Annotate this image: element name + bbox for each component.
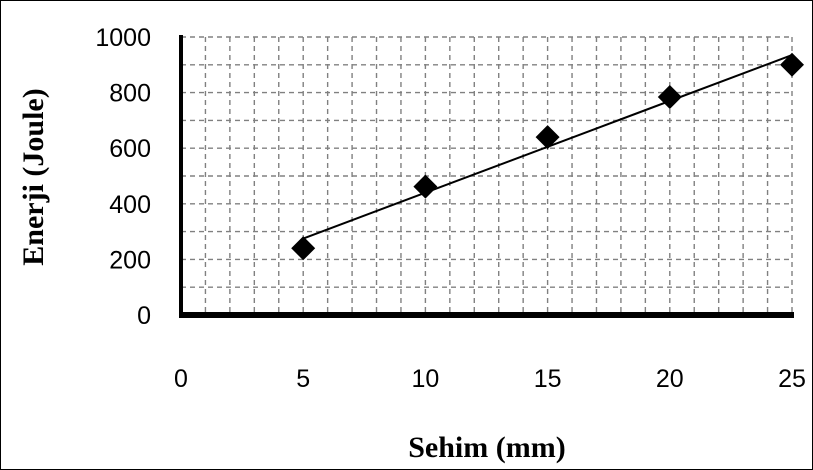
- y-tick-label: 0: [137, 302, 151, 330]
- data-point-marker: [535, 125, 560, 150]
- axes: [179, 35, 794, 318]
- x-tick-label: 25: [778, 365, 806, 393]
- y-tick-label: 800: [109, 80, 151, 108]
- y-tick-labels: 0 200 400 600 800 1000: [95, 24, 151, 330]
- x-axis-title: Sehim (mm): [408, 431, 565, 464]
- y-tick-label: 600: [109, 135, 151, 163]
- data-point-marker: [291, 236, 316, 261]
- y-axis-title: Enerji (Joule): [17, 88, 50, 265]
- x-tick-label: 10: [411, 365, 439, 393]
- data-point-marker: [657, 85, 682, 110]
- data-points: [291, 52, 804, 261]
- x-tick-label: 5: [296, 365, 310, 393]
- x-tick-labels: 0 5 10 15 20 25: [174, 365, 806, 393]
- x-tick-label: 20: [656, 365, 684, 393]
- x-tick-label: 15: [534, 365, 562, 393]
- grid-major-lines: [181, 36, 792, 288]
- y-tick-label: 200: [109, 246, 151, 274]
- x-tick-label: 0: [174, 365, 188, 393]
- y-tick-label: 1000: [95, 24, 151, 52]
- y-tick-label: 400: [109, 191, 151, 219]
- data-point-marker: [780, 52, 804, 77]
- data-point-marker: [413, 174, 438, 199]
